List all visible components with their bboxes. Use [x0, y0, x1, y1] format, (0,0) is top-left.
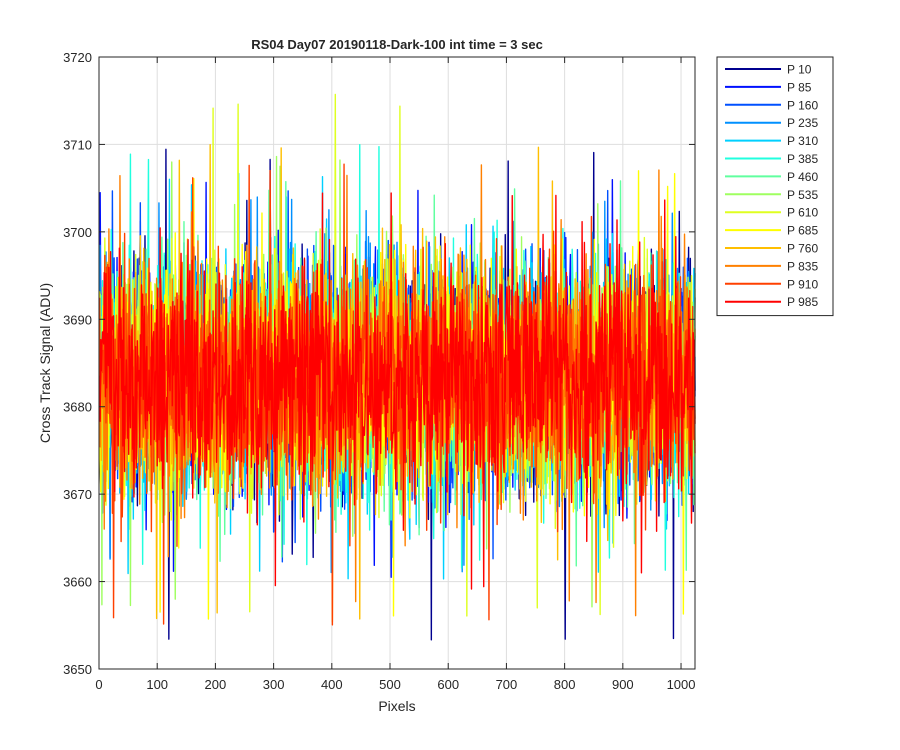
- x-tick-label: 500: [379, 677, 401, 692]
- y-tick-label: 3700: [63, 225, 92, 240]
- legend-label: P 460: [787, 170, 818, 184]
- x-tick-label: 1000: [667, 677, 696, 692]
- legend-label: P 310: [787, 134, 818, 148]
- x-axis-label: Pixels: [378, 698, 415, 714]
- y-tick-label: 3680: [63, 400, 92, 415]
- legend-label: P 610: [787, 206, 818, 220]
- x-tick-label: 0: [95, 677, 102, 692]
- legend-label: P 985: [787, 295, 818, 309]
- x-tick-label: 700: [496, 677, 518, 692]
- y-tick-label: 3670: [63, 487, 92, 502]
- axis-ticks: 0 100 200 300 400 500 600 700 800 900 1000 3650 3660…: [63, 50, 695, 692]
- y-tick-label: 3710: [63, 137, 92, 152]
- x-tick-label: 400: [321, 677, 343, 692]
- legend-label: P 10: [787, 63, 812, 77]
- x-tick-label: 900: [612, 677, 634, 692]
- legend-label: P 235: [787, 116, 818, 130]
- legend-label: P 85: [787, 80, 812, 94]
- legend-label: P 535: [787, 188, 818, 202]
- series-line-p-985: [98, 192, 696, 590]
- chart-title: RS04 Day07 20190118-Dark-100 int time = …: [251, 37, 543, 52]
- x-tick-label: 200: [205, 677, 227, 692]
- legend-label: P 385: [787, 152, 818, 166]
- x-tick-label: 800: [554, 677, 576, 692]
- y-axis-label: Cross Track Signal (ADU): [37, 283, 53, 443]
- x-tick-label: 100: [146, 677, 168, 692]
- legend-label: P 160: [787, 98, 818, 112]
- y-tick-label: 3650: [63, 662, 92, 677]
- y-tick-label: 3720: [63, 50, 92, 65]
- y-tick-label: 3660: [63, 575, 92, 590]
- legend-label: P 685: [787, 224, 818, 238]
- x-tick-label: 600: [437, 677, 459, 692]
- legend-label: P 910: [787, 277, 818, 291]
- series-lines: [98, 93, 696, 641]
- y-tick-label: 3690: [63, 312, 92, 327]
- legend-box: [716, 56, 834, 317]
- x-tick-label: 300: [263, 677, 285, 692]
- legend-label: P 835: [787, 259, 818, 273]
- plot-frame: [98, 56, 696, 670]
- legend: P 10 P 85 P 160 P 235 P 310 P 385 P 460 P 535 P …: [716, 56, 834, 317]
- legend-label: P 760: [787, 242, 818, 256]
